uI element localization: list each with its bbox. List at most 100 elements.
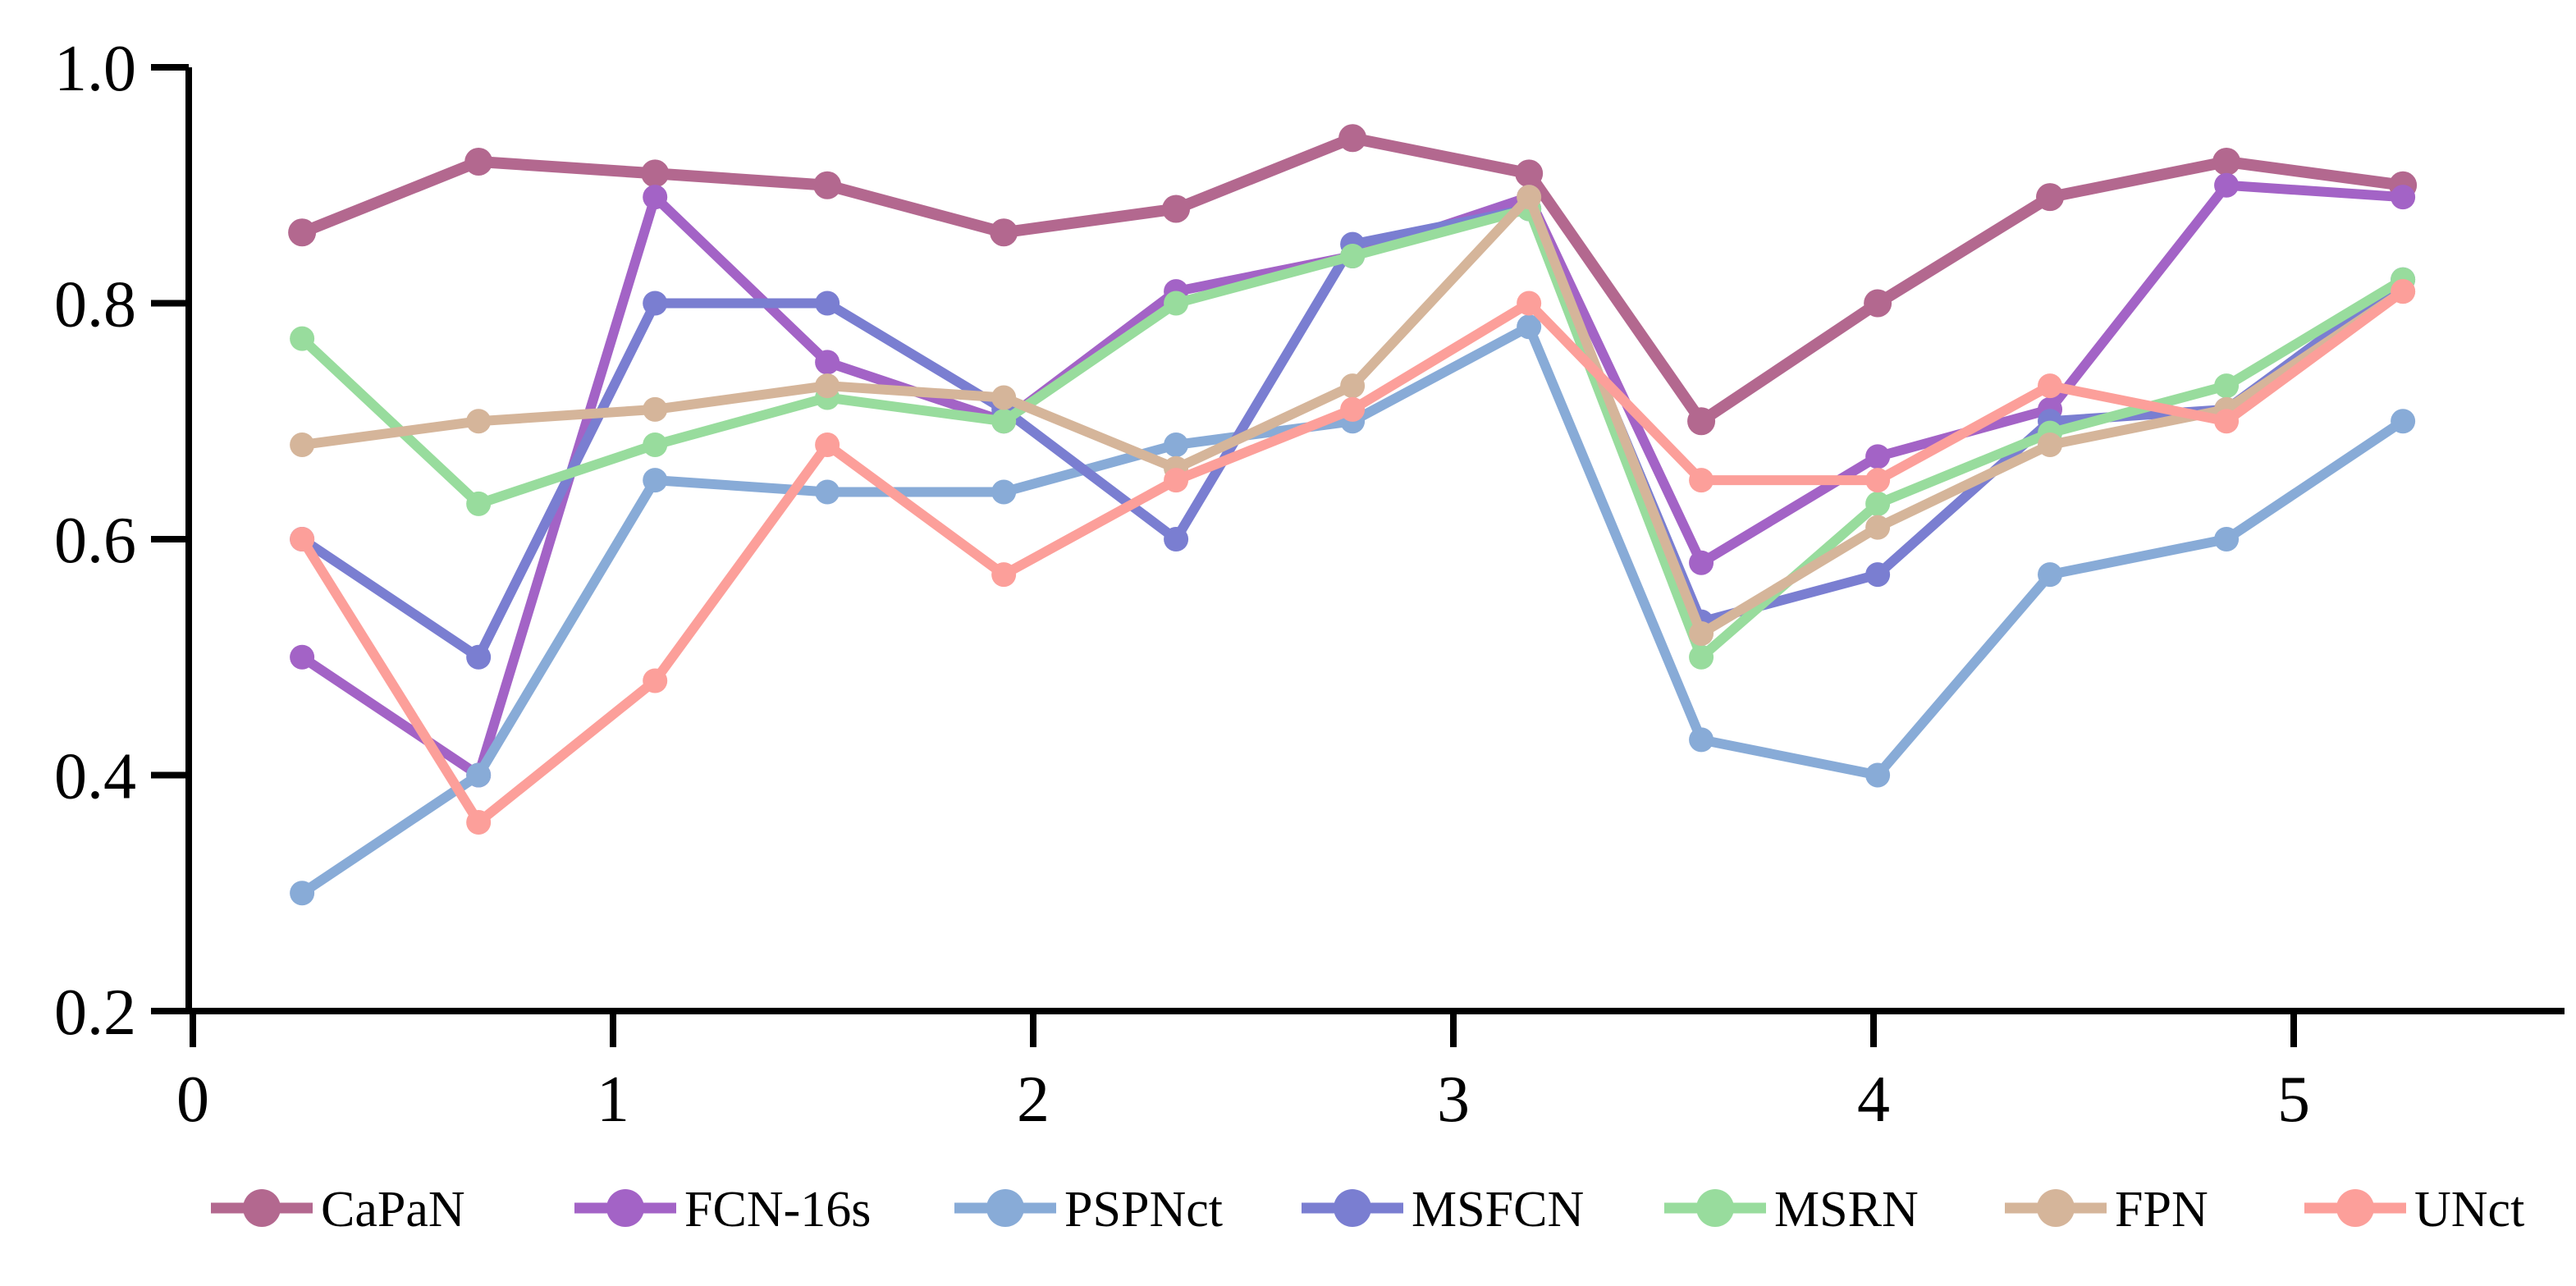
x-tick-label: 3 [1437, 1064, 1470, 1136]
x-tick-label: 4 [1857, 1064, 1890, 1136]
data-point-MSRN [2214, 373, 2240, 399]
x-tick-label: 1 [597, 1064, 629, 1136]
data-point-MSRN [466, 491, 492, 516]
legend-item-FPN: FPN [2005, 1182, 2208, 1238]
data-point-PSPNct [1164, 432, 1189, 457]
legend-item-FCN-16s: FCN-16s [574, 1182, 871, 1238]
data-point-FCN-16s [815, 350, 840, 375]
data-point-CaPaN [1162, 195, 1191, 223]
data-point-FCN-16s [2214, 172, 2240, 198]
data-point-CaPaN [288, 218, 317, 247]
data-point-FCN-16s [1689, 550, 1714, 575]
data-point-PSPNct [1689, 727, 1714, 753]
data-point-FPN [1517, 185, 1542, 210]
data-point-FCN-16s [2391, 185, 2416, 210]
data-point-CaPaN [1515, 159, 1544, 188]
data-point-UNct [815, 432, 840, 457]
data-point-PSPNct [290, 881, 315, 906]
data-point-MSFCN [815, 291, 840, 316]
legend-item-CaPaN: CaPaN [211, 1182, 465, 1238]
data-point-UNct [290, 527, 315, 551]
axes-layer: 0.2 0.4 0.6 0.8 1.0 0 1 2 3 4 5 [54, 33, 2565, 1136]
data-point-FPN [2038, 432, 2063, 457]
data-point-UNct [2391, 279, 2416, 304]
legend-swatch-marker [1334, 1189, 1371, 1227]
legend-item-UNct: UNct [2304, 1182, 2524, 1238]
legend: CaPaN FCN-16s PSPNct MSFCN MSRN FPN UNct [211, 1182, 2524, 1238]
series-layer [288, 124, 2418, 906]
data-point-CaPaN [813, 171, 842, 199]
data-point-MSRN [290, 326, 315, 351]
series-UNct [290, 279, 2416, 835]
legend-label: PSPNct [1064, 1182, 1223, 1238]
data-point-PSPNct [991, 479, 1017, 505]
data-point-FCN-16s [290, 644, 315, 670]
data-point-CaPaN [1687, 407, 1716, 436]
data-point-FPN [290, 432, 315, 457]
data-point-CaPaN [1864, 289, 1892, 318]
legend-item-MSFCN: MSFCN [1302, 1182, 1584, 1238]
data-point-UNct [1517, 291, 1542, 316]
data-point-UNct [1865, 468, 1891, 493]
legend-swatch-marker [2037, 1189, 2075, 1227]
data-point-PSPNct [1517, 314, 1542, 340]
data-point-PSPNct [2038, 562, 2063, 588]
data-point-MSFCN [1164, 527, 1189, 551]
legend-swatch-marker [606, 1189, 644, 1227]
data-point-PSPNct [2214, 527, 2240, 551]
data-point-UNct [1689, 468, 1714, 493]
data-point-MSRN [1865, 491, 1891, 516]
data-point-CaPaN [641, 159, 670, 188]
data-point-PSPNct [2391, 409, 2416, 434]
legend-swatch-marker [243, 1189, 281, 1227]
series-CaPaN [288, 124, 2418, 436]
data-point-UNct [466, 810, 492, 835]
data-point-PSPNct [466, 762, 492, 788]
legend-label: UNct [2414, 1182, 2524, 1238]
x-tick-label: 0 [176, 1064, 209, 1136]
data-point-PSPNct [643, 468, 668, 493]
legend-label: FCN-16s [684, 1182, 871, 1238]
legend-swatch-marker [2336, 1189, 2374, 1227]
data-point-UNct [2214, 409, 2240, 434]
data-point-FCN-16s [1865, 444, 1891, 469]
data-point-FPN [991, 385, 1017, 410]
x-tick-label: 2 [1017, 1064, 1050, 1136]
data-point-FPN [643, 396, 668, 422]
legend-label: CaPaN [321, 1182, 465, 1238]
data-point-UNct [1340, 396, 1366, 422]
data-point-MSRN [1340, 244, 1366, 268]
data-point-CaPaN [1338, 124, 1367, 153]
legend-item-PSPNct: PSPNct [954, 1182, 1223, 1238]
data-point-PSPNct [1865, 762, 1891, 788]
data-point-MSRN [1164, 291, 1189, 316]
data-point-CaPaN [2212, 148, 2241, 176]
data-point-MSRN [991, 409, 1017, 434]
y-tick-label: 0.4 [54, 741, 136, 813]
data-point-MSRN [1689, 644, 1714, 670]
data-point-PSPNct [815, 479, 840, 505]
data-point-FPN [815, 373, 840, 399]
y-tick-label: 0.8 [54, 269, 136, 341]
data-point-UNct [991, 562, 1017, 588]
y-tick-label: 0.6 [54, 505, 136, 577]
legend-swatch-marker [986, 1189, 1024, 1227]
data-point-MSRN [643, 432, 668, 457]
data-point-MSFCN [466, 644, 492, 670]
data-point-FPN [1865, 515, 1891, 540]
data-point-UNct [1164, 468, 1189, 493]
series-line-FCN-16s [297, 180, 2409, 780]
data-point-UNct [2038, 373, 2063, 399]
data-point-CaPaN [990, 218, 1018, 247]
legend-label: FPN [2115, 1182, 2208, 1238]
data-point-CaPaN [464, 148, 493, 176]
legend-item-MSRN: MSRN [1664, 1182, 1919, 1238]
legend-swatch-marker [1696, 1189, 1734, 1227]
data-point-FPN [466, 409, 492, 434]
data-point-MSFCN [643, 291, 668, 316]
legend-label: MSFCN [1412, 1182, 1584, 1238]
data-point-FPN [1340, 373, 1366, 399]
y-tick-label: 0.2 [54, 977, 136, 1049]
